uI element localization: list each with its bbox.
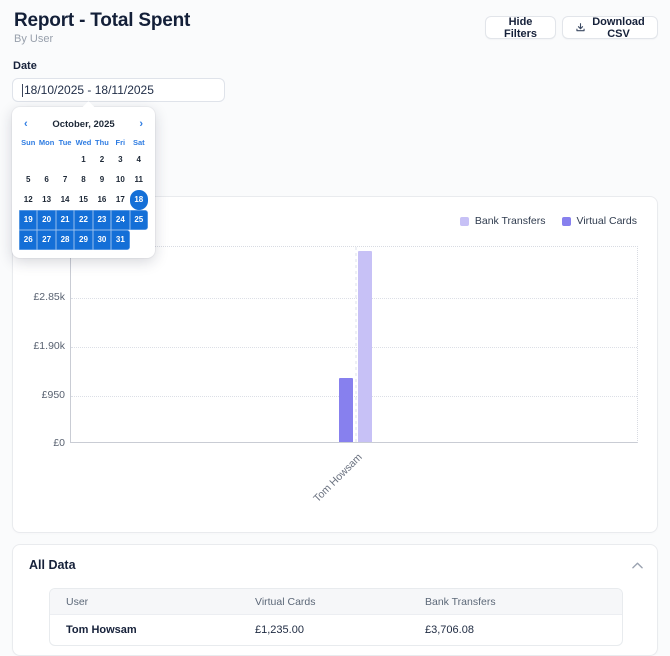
date-range-value: 18/10/2025 - 18/11/2025 — [24, 83, 154, 97]
table-header-virtual-cards: Virtual Cards — [255, 596, 316, 608]
page-subtitle: By User — [14, 33, 54, 45]
calendar-prev-icon[interactable]: ‹ — [24, 118, 28, 130]
download-csv-button[interactable]: Download CSV — [562, 15, 658, 40]
calendar-day-in-range[interactable]: 19 — [19, 210, 38, 230]
virtual-cards-bar[interactable] — [339, 378, 353, 442]
calendar-day-in-range[interactable]: 25 — [129, 210, 148, 230]
text-cursor — [22, 83, 23, 97]
legend-item-virtual-cards[interactable]: Virtual Cards — [561, 215, 638, 227]
cell-user: Tom Howsam — [66, 624, 137, 636]
table-header-user: User — [66, 596, 89, 608]
weekday-label: Fri — [115, 138, 126, 147]
calendar-day[interactable]: 5 — [25, 175, 31, 184]
table-row: Tom Howsam £1,235.00 £3,706.08 — [50, 615, 622, 645]
calendar-day[interactable]: 15 — [79, 195, 88, 204]
table-header-row: User Virtual Cards Bank Transfers — [50, 589, 622, 615]
calendar-day[interactable]: 1 — [81, 155, 86, 164]
download-icon — [575, 22, 586, 33]
date-filter-label: Date — [13, 60, 37, 72]
x-axis-category-label: Tom Howsam — [311, 451, 365, 505]
calendar-day-in-range[interactable]: 29 — [74, 230, 93, 250]
gridline — [71, 298, 637, 299]
calendar-day[interactable]: 3 — [118, 155, 123, 164]
calendar-day-in-range[interactable]: 23 — [92, 210, 112, 230]
cell-bank-transfers: £3,706.08 — [425, 624, 474, 636]
calendar-day-in-range[interactable]: 21 — [55, 210, 75, 230]
popup-notch — [82, 101, 95, 114]
calendar-weekday-row: Sun Mon Tue Wed Thu Fri Sat — [19, 136, 148, 150]
calendar-day[interactable]: 10 — [115, 175, 125, 184]
calendar-day[interactable]: 17 — [115, 195, 125, 204]
calendar-day-empty — [130, 230, 148, 250]
date-picker-popup: ‹ October, 2025 › Sun Mon Tue Wed Thu Fr… — [12, 101, 155, 258]
calendar-day[interactable]: 6 — [44, 175, 49, 184]
chart-crosshair-line — [355, 247, 357, 442]
calendar-day-in-range[interactable]: 20 — [37, 210, 56, 230]
table-header-bank-transfers: Bank Transfers — [425, 596, 496, 608]
y-axis-tick: £2.85k — [33, 291, 65, 303]
weekday-label: Thu — [95, 138, 109, 147]
calendar-day[interactable]: 7 — [62, 175, 68, 184]
virtual-cards-swatch — [561, 216, 571, 226]
all-data-card: All Data User Virtual Cards Bank Transfe… — [12, 544, 658, 656]
calendar-next-icon[interactable]: › — [139, 118, 143, 130]
calendar-day-in-range[interactable]: 28 — [55, 230, 75, 250]
calendar-day-empty — [56, 150, 74, 170]
calendar-day[interactable]: 4 — [136, 155, 141, 164]
weekday-label: Sat — [132, 138, 145, 147]
calendar-day-in-range[interactable]: 26 — [19, 230, 38, 250]
calendar-day-empty — [37, 150, 55, 170]
chart-plot-area: £0 £950 £1.90k £2.85k — [33, 246, 638, 449]
y-axis-tick: £0 — [53, 437, 65, 449]
hide-filters-label: Hide Filters — [503, 15, 537, 40]
date-range-input[interactable]: 18/10/2025 - 18/11/2025 — [12, 78, 225, 102]
bank-transfers-bar[interactable] — [358, 250, 372, 442]
legend-item-bank-transfers[interactable]: Bank Transfers — [459, 215, 546, 227]
chevron-up-icon[interactable] — [632, 562, 643, 569]
legend-label: Virtual Cards — [576, 215, 638, 227]
calendar-day-in-range[interactable]: 24 — [111, 210, 130, 230]
chart-legend: Bank Transfers Virtual Cards — [459, 215, 638, 227]
calendar-day[interactable]: 16 — [97, 195, 107, 204]
gridline — [71, 396, 637, 397]
calendar-day[interactable]: 13 — [42, 195, 52, 204]
calendar-day[interactable]: 14 — [60, 195, 70, 204]
calendar-day-in-range[interactable]: 31 — [111, 230, 130, 250]
page-title: Report - Total Spent — [14, 10, 191, 31]
all-data-title: All Data — [29, 558, 76, 572]
cell-virtual-cards: £1,235.00 — [255, 624, 304, 636]
download-csv-label: Download CSV — [592, 15, 645, 40]
all-data-table: User Virtual Cards Bank Transfers Tom Ho… — [49, 588, 623, 646]
calendar-day[interactable]: 12 — [23, 195, 33, 204]
calendar-day[interactable]: 9 — [99, 175, 105, 184]
calendar-day-in-range[interactable]: 30 — [92, 230, 112, 250]
calendar-day[interactable]: 2 — [99, 155, 105, 164]
calendar-day-empty — [19, 150, 37, 170]
hide-filters-button[interactable]: Hide Filters — [485, 15, 556, 40]
weekday-label: Wed — [75, 138, 92, 147]
calendar-month-label: October, 2025 — [52, 118, 115, 130]
calendar-day-in-range[interactable]: 27 — [37, 230, 56, 250]
weekday-label: Mon — [38, 138, 55, 147]
y-axis-tick: £950 — [41, 389, 65, 401]
calendar-day[interactable]: 8 — [81, 175, 86, 184]
calendar-day-selected-start[interactable]: 18 — [129, 190, 148, 210]
y-axis-tick: £1.90k — [33, 340, 65, 352]
calendar-day[interactable]: 11 — [134, 175, 144, 184]
gridline — [71, 347, 637, 348]
weekday-label: Tue — [58, 138, 72, 147]
bank-transfers-swatch — [459, 216, 469, 226]
calendar-day-in-range[interactable]: 22 — [74, 210, 93, 230]
legend-label: Bank Transfers — [474, 215, 546, 227]
weekday-label: Sun — [21, 138, 36, 147]
